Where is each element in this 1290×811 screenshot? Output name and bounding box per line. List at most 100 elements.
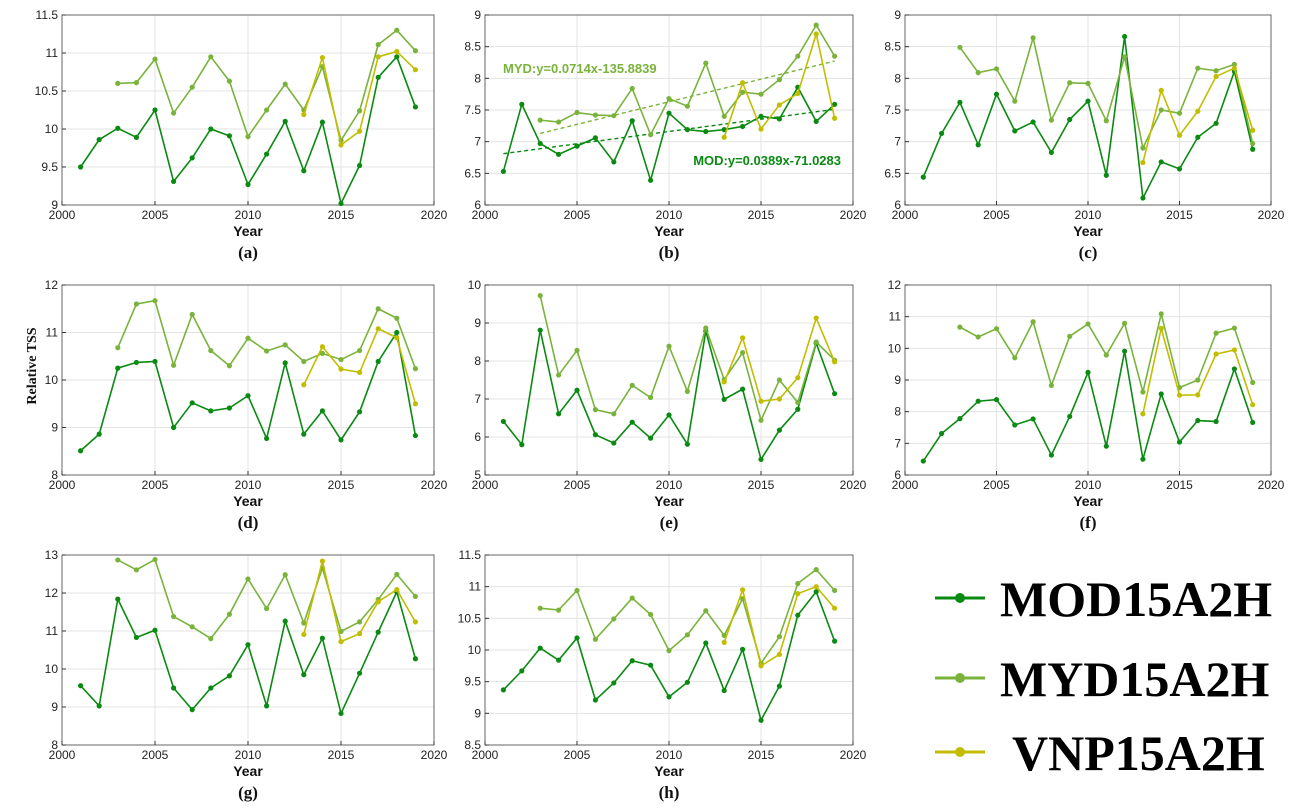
data-point [357,369,363,375]
data-point [208,408,214,414]
x-tick-label: 2010 [656,208,683,222]
data-point [412,619,418,625]
data-point [703,128,709,135]
data-point [1030,35,1036,41]
y-tick-label: 6 [894,468,901,482]
data-point [574,635,580,641]
data-point [537,605,543,611]
data-point [1103,443,1109,449]
data-point [357,619,363,625]
data-point [832,53,838,59]
data-point [357,670,363,676]
data-point [993,66,1000,72]
data-point [375,74,381,80]
y-tick-label: 9.5 [41,160,58,174]
x-tick-label: 2000 [472,208,499,222]
data-point [189,155,195,161]
data-point [1103,352,1109,358]
data-point [208,126,214,132]
y-tick-label: 10.5 [458,611,482,625]
data-point [264,435,270,442]
data-point [813,118,819,124]
data-point [776,427,783,433]
data-point [375,629,381,635]
data-point [740,386,746,392]
data-point [684,103,691,109]
data-point [574,387,580,393]
legend-item-vnp15a2h: VNP15A2H [935,725,1265,781]
data-point [152,298,158,304]
data-point [556,607,562,613]
data-point [684,441,691,447]
data-point [1231,61,1237,67]
x-tick-label: 2000 [472,478,499,492]
x-tick-label: 2015 [1166,208,1193,222]
data-point [319,119,325,125]
data-point [301,111,307,118]
y-tick-label: 7.5 [884,103,901,117]
data-point [264,703,270,709]
data-point [1195,108,1201,114]
data-point [1176,132,1183,138]
data-point [245,642,251,648]
data-point [208,636,214,642]
y-tick-label: 7 [474,392,481,406]
data-point [629,658,635,664]
data-point [245,181,251,188]
data-point [319,408,325,414]
y-tick-label: 9 [51,198,58,212]
data-point [611,616,617,622]
series-myd15a2h [537,22,838,138]
data-point [1158,87,1164,93]
data-point [500,687,506,693]
data-point [556,151,562,157]
y-tick-label: 11 [46,326,59,340]
y-tick-label: 10.5 [35,84,59,98]
data-point [394,335,400,341]
data-point [1213,120,1219,126]
data-point [592,112,599,118]
data-point [832,605,838,611]
x-tick-label: 2015 [748,208,775,222]
data-point [208,54,214,60]
data-point [776,377,783,383]
data-point [776,116,783,122]
data-point [226,405,232,411]
series-vnp15a2h [721,30,838,140]
data-point [1067,333,1073,339]
data-point [171,613,177,620]
data-point [412,432,418,439]
data-point [1195,417,1201,424]
series-line-myd15a2h [117,299,417,369]
data-point [666,648,672,654]
data-point [226,78,232,84]
data-point [245,576,251,582]
x-tick-label: 2005 [983,478,1010,492]
data-point [1195,65,1201,71]
data-point [721,639,727,646]
data-point [96,137,102,143]
data-point [629,419,635,425]
data-point [189,84,195,90]
data-point [758,717,764,723]
data-point [703,60,709,66]
x-tick-label: 2005 [142,208,169,222]
data-point [189,624,195,630]
data-point [319,558,325,564]
legend-marker-mod15a2h [955,593,965,603]
data-point [133,301,139,307]
chart-panel-c: 2000 2005 2010 2015 2020 6 6.5 7 7.5 8 8.5 9 Year (c) [884,8,1284,262]
data-point [648,177,654,183]
data-point [412,104,418,110]
y-tick-label: 9 [51,421,58,435]
data-point [133,359,139,366]
data-point [574,587,580,594]
data-point [264,348,270,354]
data-point [1250,402,1256,408]
data-point [1122,33,1128,40]
data-point [357,108,363,114]
data-point [394,586,400,593]
data-point [1250,127,1256,133]
panel-label: (a) [238,243,258,262]
data-point [357,128,363,134]
